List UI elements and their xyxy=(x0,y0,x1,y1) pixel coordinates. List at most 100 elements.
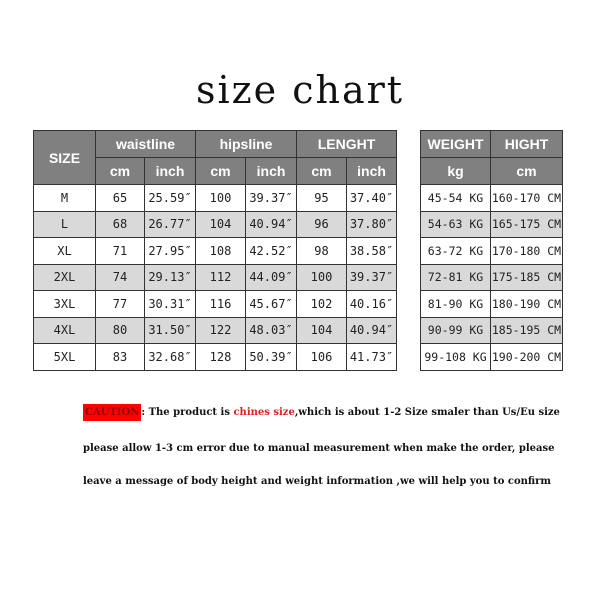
table-row: M 65 25.59″ 100 39.37″ 95 37.40″ xyxy=(33,184,398,212)
table-row: 54-63 KG 165-175 CM xyxy=(420,210,563,238)
table-cell: 54-63 KG xyxy=(420,210,491,238)
table-row: 45-54 KG 160-170 CM xyxy=(420,184,563,212)
table-row: L 68 26.77″ 104 40.94″ 96 37.80″ xyxy=(33,210,398,238)
table-row: 2XL 74 29.13″ 112 44.09″ 100 39.37″ xyxy=(33,263,398,291)
table-row: XL 71 27.95″ 108 42.52″ 98 38.58″ xyxy=(33,237,398,265)
table-cell: 116 xyxy=(195,290,247,318)
table-cell: 68 xyxy=(95,210,145,238)
table-cell: M xyxy=(33,184,96,212)
table-cell: 72-81 KG xyxy=(420,263,491,291)
table-cell: 83 xyxy=(95,343,145,371)
table-cell: 40.94″ xyxy=(245,210,298,238)
table-cell: 100 xyxy=(195,184,247,212)
unit-header: inch xyxy=(245,157,298,185)
table-cell: 30.31″ xyxy=(143,290,197,318)
table-cell: 160-170 CM xyxy=(490,184,563,212)
table-cell: 122 xyxy=(195,316,247,344)
table-cell: 63-72 KG xyxy=(420,237,491,265)
weight-header: WEIGHT xyxy=(420,130,491,158)
table-cell: 39.37″ xyxy=(346,263,398,291)
table-cell: 32.68″ xyxy=(143,343,197,371)
caution-line: CAUTION: The product is chines size,whic… xyxy=(83,404,560,421)
table-cell: 180-190 CM xyxy=(490,290,563,318)
height-header: HIGHT xyxy=(490,130,563,158)
table-cell: 2XL xyxy=(33,263,96,291)
table-row: 5XL 83 32.68″ 128 50.39″ 106 41.73″ xyxy=(33,343,398,371)
table-cell: L xyxy=(33,210,96,238)
table-cell: 37.80″ xyxy=(346,210,398,238)
table-row: 81-90 KG 180-190 CM xyxy=(420,290,563,318)
table-row: 90-99 KG 185-195 CM xyxy=(420,316,563,344)
table-row: 72-81 KG 175-185 CM xyxy=(420,263,563,291)
table-cell: 108 xyxy=(195,237,247,265)
weight-height-table: WEIGHT HIGHT kg cm 45-54 KG 160-170 CM 54-… xyxy=(420,130,563,371)
table-cell: 45-54 KG xyxy=(420,184,491,212)
table-cell: 175-185 CM xyxy=(490,263,563,291)
table-cell: 106 xyxy=(296,343,348,371)
table-cell: 4XL xyxy=(33,316,96,344)
table-row: 99-108 KG 190-200 CM xyxy=(420,343,563,371)
table-cell: 25.59″ xyxy=(143,184,197,212)
table-cell: 40.94″ xyxy=(346,316,398,344)
table-cell: 80 xyxy=(95,316,145,344)
table-cell: 100 xyxy=(296,263,348,291)
table-cell: 112 xyxy=(195,263,247,291)
chines-size-highlight: chines size xyxy=(233,407,295,418)
table-cell: 27.95″ xyxy=(143,237,197,265)
table-cell: 39.37″ xyxy=(245,184,298,212)
table-cell: 41.73″ xyxy=(346,343,398,371)
table-cell: 81-90 KG xyxy=(420,290,491,318)
unit-header: cm xyxy=(195,157,247,185)
note-text: : The product is xyxy=(141,407,234,418)
table-cell: 71 xyxy=(95,237,145,265)
page-title: size chart xyxy=(195,68,405,112)
table-cell: 104 xyxy=(296,316,348,344)
unit-header: cm xyxy=(490,157,563,185)
note-line-2: please allow 1-3 cm error due to manual … xyxy=(83,443,555,454)
table-cell: 44.09″ xyxy=(245,263,298,291)
table-cell: 96 xyxy=(296,210,348,238)
table-cell: 29.13″ xyxy=(143,263,197,291)
caution-label: CAUTION xyxy=(83,404,142,421)
unit-header: cm xyxy=(95,157,145,185)
table-cell: 95 xyxy=(296,184,348,212)
table-cell: 185-195 CM xyxy=(490,316,563,344)
table-cell: 42.52″ xyxy=(245,237,298,265)
note-text: ,which is about 1-2 Size smaler than Us/… xyxy=(294,407,560,418)
table-cell: 3XL xyxy=(33,290,96,318)
table-cell: 65 xyxy=(95,184,145,212)
hipsline-header: hipsline xyxy=(195,130,298,158)
waistline-header: waistline xyxy=(94,130,197,158)
table-cell: 104 xyxy=(195,210,247,238)
unit-header: cm xyxy=(296,157,348,185)
table-cell: 99-108 KG xyxy=(420,343,491,371)
note-line-3: leave a message of body height and weigh… xyxy=(83,476,552,487)
table-cell: 38.58″ xyxy=(346,237,398,265)
table-cell: 50.39″ xyxy=(245,343,298,371)
table-row: 3XL 77 30.31″ 116 45.67″ 102 40.16″ xyxy=(33,290,398,318)
table-cell: 45.67″ xyxy=(245,290,298,318)
table-cell: 98 xyxy=(296,237,348,265)
table-cell: 90-99 KG xyxy=(420,316,491,344)
table-cell: 5XL xyxy=(33,343,96,371)
size-measurements-table: SIZE waistline hipsline LENGHT cm inch cm i… xyxy=(33,130,398,371)
table-cell: 40.16″ xyxy=(346,290,398,318)
table-cell: 48.03″ xyxy=(245,316,298,344)
unit-header: kg xyxy=(420,157,491,185)
unit-header: inch xyxy=(143,157,197,185)
table-cell: 77 xyxy=(95,290,145,318)
table-cell: XL xyxy=(33,237,96,265)
size-header: SIZE xyxy=(33,130,96,185)
table-cell: 37.40″ xyxy=(346,184,398,212)
unit-header: inch xyxy=(346,157,398,185)
table-cell: 128 xyxy=(195,343,247,371)
length-header: LENGHT xyxy=(296,130,398,158)
table-row: 4XL 80 31.50″ 122 48.03″ 104 40.94″ xyxy=(33,316,398,344)
table-cell: 170-180 CM xyxy=(490,237,563,265)
table-cell: 165-175 CM xyxy=(490,210,563,238)
table-cell: 190-200 CM xyxy=(490,343,563,371)
table-row: 63-72 KG 170-180 CM xyxy=(420,237,563,265)
table-cell: 74 xyxy=(95,263,145,291)
table-cell: 26.77″ xyxy=(143,210,197,238)
table-cell: 102 xyxy=(296,290,348,318)
